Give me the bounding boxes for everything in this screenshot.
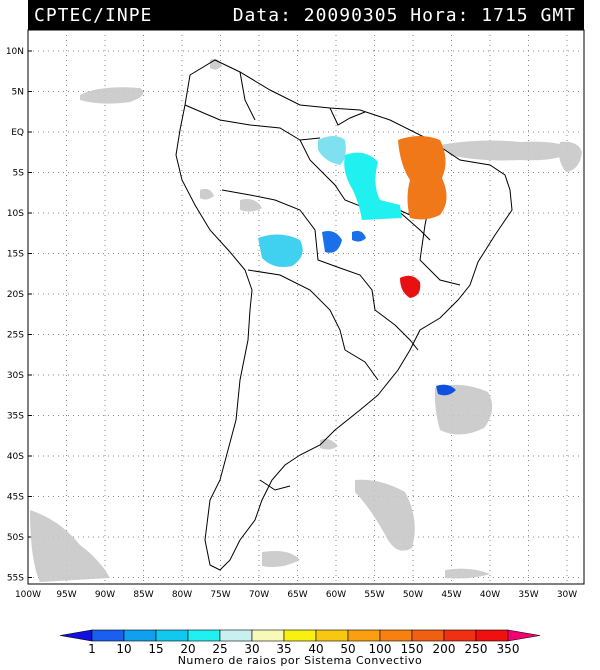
- lon-label: 65W: [287, 590, 307, 600]
- longitude-labels: 100W 95W 90W 85W 80W 75W 70W 65W 60W 55W 50W 45W 40W…: [15, 590, 577, 600]
- lat-label: 10S: [7, 209, 24, 219]
- colorbar-title: Numero de raios por Sistema Convectivo: [178, 654, 423, 667]
- system-atlantic: [436, 384, 456, 396]
- lat-lon-grid: [28, 30, 584, 584]
- lat-label: 5S: [13, 169, 25, 179]
- lon-label: 45W: [441, 590, 461, 600]
- colorbar-swatch: [443, 629, 477, 642]
- system-amazon-central: [344, 152, 402, 220]
- colorbar-tick-label: 30: [244, 642, 259, 656]
- lat-label: 55S: [7, 574, 24, 584]
- colorbar: 1 10 15 20 25 30 35 40 50 100 150 200 250 350: [59, 629, 541, 656]
- lat-label: 25S: [7, 331, 24, 341]
- colorbar-tick-label: 40: [308, 642, 323, 656]
- system-amazon-north: [318, 136, 346, 165]
- lon-label: 95W: [56, 590, 76, 600]
- lat-label: EQ: [11, 128, 24, 138]
- lat-label: 30S: [7, 371, 24, 381]
- colorbar-tick-label: 250: [465, 642, 488, 656]
- colorbar-tick-label: 350: [497, 642, 520, 656]
- lon-label: 50W: [403, 590, 423, 600]
- lat-label: 40S: [7, 452, 24, 462]
- system-mato-grosso: [322, 231, 342, 253]
- system-mato-grosso-2: [352, 230, 366, 242]
- colorbar-swatch: [59, 629, 93, 642]
- lat-label: 10N: [6, 47, 24, 57]
- colorbar-tick-label: 150: [401, 642, 424, 656]
- colorbar-swatch: [187, 629, 221, 642]
- colorbar-swatch: [379, 629, 413, 642]
- latitude-labels: 10N 5N EQ 5S 10S 15S 20S 25S 30S 35S 40S 45S 50S 55S: [6, 47, 24, 584]
- datetime-label: Data: 20090305 Hora: 1715 GMT: [232, 5, 576, 26]
- lon-label: 30W: [557, 590, 577, 600]
- colorbar-swatch: [155, 629, 189, 642]
- lat-label: 20S: [7, 290, 24, 300]
- cloud-cover: [30, 58, 582, 582]
- colorbar-swatch: [283, 629, 317, 642]
- lon-label: 80W: [172, 590, 192, 600]
- lon-label: 40W: [480, 590, 500, 600]
- lat-label: 15S: [7, 250, 24, 260]
- lon-label: 55W: [364, 590, 384, 600]
- colorbar-swatch: [251, 629, 285, 642]
- colorbar-tick-label: 1: [88, 642, 96, 656]
- lon-label: 35W: [518, 590, 538, 600]
- system-northeast: [398, 136, 447, 220]
- lat-label: 5N: [12, 88, 24, 98]
- convective-systems: [258, 136, 456, 396]
- lon-label: 100W: [15, 590, 41, 600]
- colorbar-tick-label: 50: [340, 642, 355, 656]
- colorbar-tick-label: 15: [148, 642, 163, 656]
- colorbar-swatch: [475, 629, 509, 642]
- lat-label: 35S: [7, 412, 24, 422]
- colorbar-swatch: [123, 629, 157, 642]
- colorbar-swatch: [507, 629, 541, 642]
- map-header: CPTEC/INPE Data: 20090305 Hora: 1715 GMT: [28, 0, 584, 30]
- source-label: CPTEC/INPE: [34, 5, 153, 26]
- colorbar-swatch: [411, 629, 445, 642]
- lat-label: 45S: [7, 493, 24, 503]
- map-frame: [27, 29, 585, 585]
- colorbar-tick-label: 10: [116, 642, 131, 656]
- colorbar-tick-label: 25: [212, 642, 227, 656]
- colorbar-swatch: [91, 629, 125, 642]
- colorbar-swatch: [315, 629, 349, 642]
- lat-label: 50S: [7, 533, 24, 543]
- colorbar-swatch: [347, 629, 381, 642]
- lon-label: 75W: [210, 590, 230, 600]
- colorbar-tick-label: 20: [180, 642, 195, 656]
- lon-label: 60W: [326, 590, 346, 600]
- system-minas: [400, 275, 421, 298]
- colorbar-tick-label: 200: [433, 642, 456, 656]
- lon-label: 70W: [249, 590, 269, 600]
- colorbar-swatch: [219, 629, 253, 642]
- system-bolivia: [258, 234, 303, 267]
- colorbar-tick-label: 35: [276, 642, 291, 656]
- colorbar-tick-label: 100: [369, 642, 392, 656]
- lon-label: 90W: [95, 590, 115, 600]
- lon-label: 85W: [133, 590, 153, 600]
